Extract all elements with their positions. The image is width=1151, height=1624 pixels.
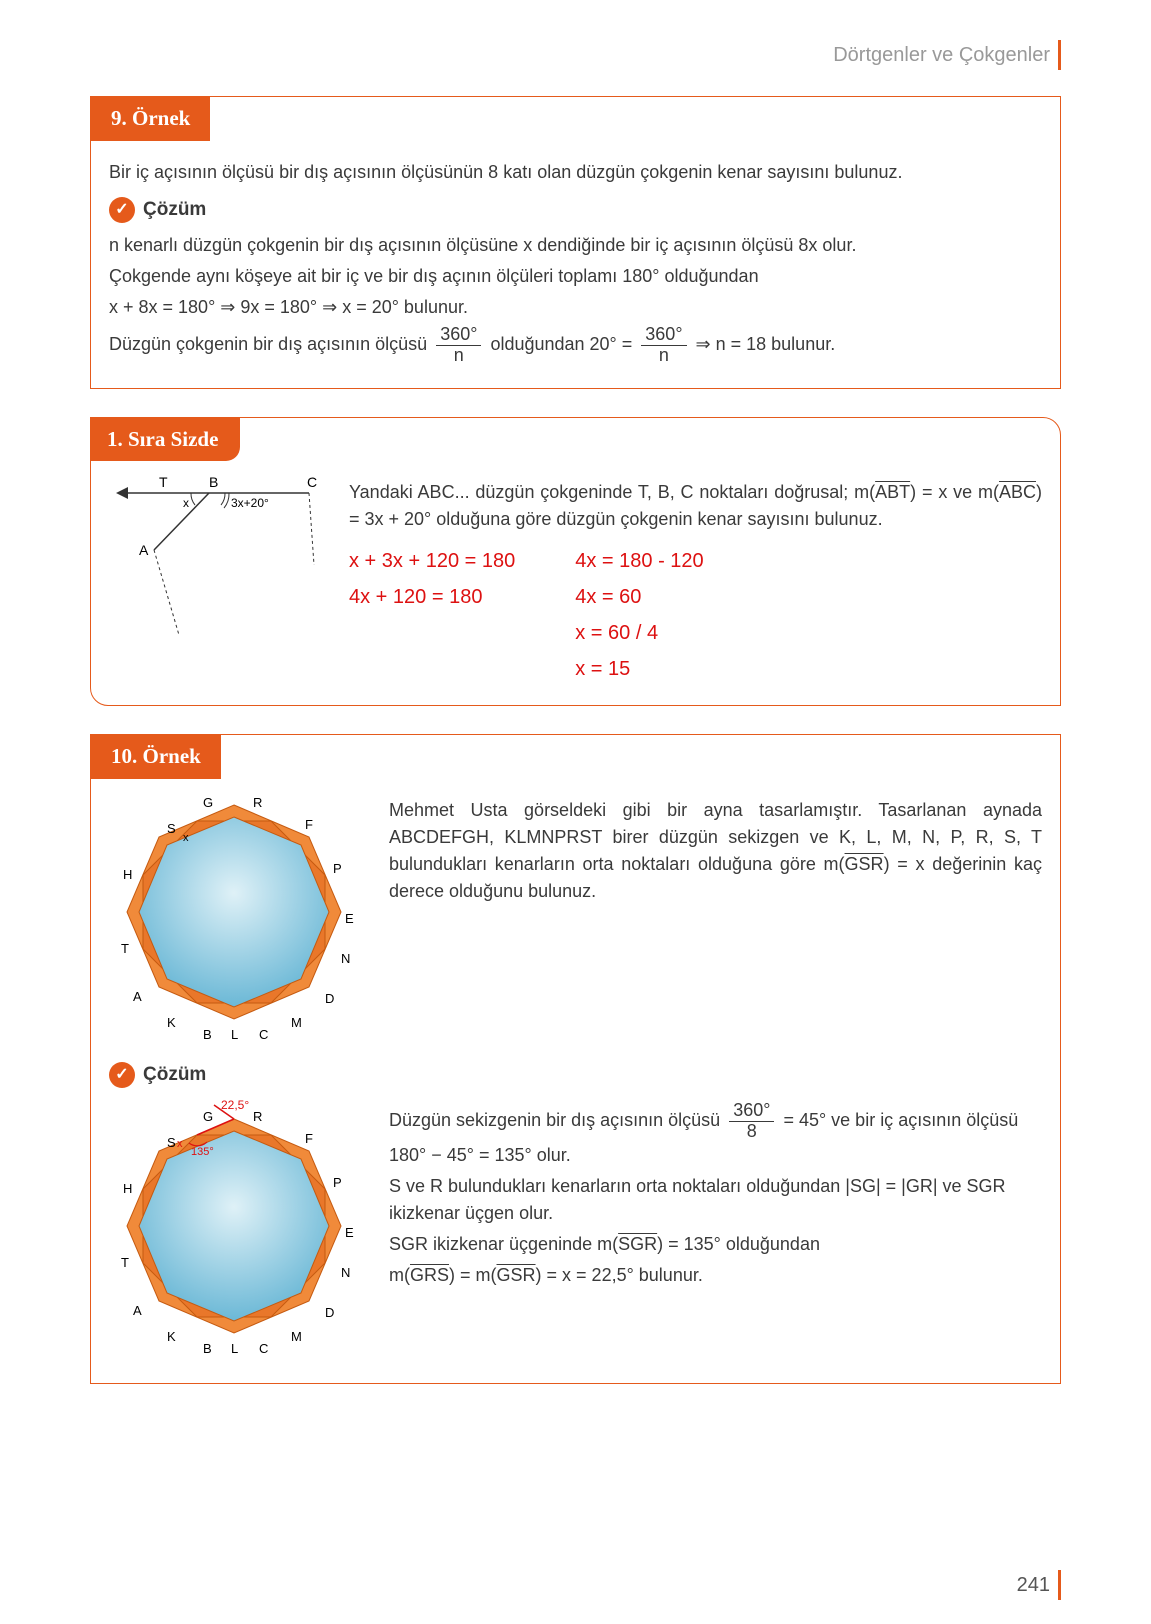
turn1-handwork: x + 3x + 120 = 180 4x + 120 = 180 4x = 1… bbox=[349, 543, 1042, 687]
svg-text:K: K bbox=[167, 1329, 176, 1344]
svg-text:B: B bbox=[203, 1341, 212, 1356]
svg-text:M: M bbox=[291, 1329, 302, 1344]
svg-text:E: E bbox=[345, 1225, 354, 1240]
svg-text:T: T bbox=[159, 475, 168, 490]
svg-text:P: P bbox=[333, 1175, 342, 1190]
example-9-tab: 9. Örnek bbox=[91, 97, 210, 141]
svg-text:B: B bbox=[209, 475, 218, 490]
svg-text:K: K bbox=[167, 1015, 176, 1030]
svg-text:R: R bbox=[253, 1109, 262, 1124]
solution-label: Çözüm bbox=[143, 1061, 206, 1090]
solution-header-10: ✓ Çözüm bbox=[109, 1061, 1042, 1090]
example-10-box: 10. Örnek bbox=[90, 734, 1061, 1384]
solution-label: Çözüm bbox=[143, 196, 206, 225]
check-icon: ✓ bbox=[109, 197, 135, 223]
ex9-s1: n kenarlı düzgün çokgenin bir dış açısın… bbox=[109, 232, 1042, 259]
solution-header: ✓ Çözüm bbox=[109, 196, 1042, 225]
svg-text:M: M bbox=[291, 1015, 302, 1030]
svg-text:G: G bbox=[203, 795, 213, 810]
svg-text:R: R bbox=[253, 795, 262, 810]
svg-text:D: D bbox=[325, 991, 334, 1006]
svg-text:P: P bbox=[333, 861, 342, 876]
svg-text:x: x bbox=[183, 496, 189, 510]
svg-text:A: A bbox=[139, 542, 149, 558]
svg-text:A: A bbox=[133, 1303, 142, 1318]
svg-text:S: S bbox=[167, 1135, 176, 1150]
svg-text:x: x bbox=[183, 832, 189, 844]
ex10-s4: m(GRS) = m(GSR) = x = 22,5° bulunur. bbox=[389, 1262, 1042, 1289]
svg-text:L: L bbox=[231, 1341, 238, 1356]
svg-text:H: H bbox=[123, 867, 132, 882]
example-10-tab: 10. Örnek bbox=[91, 735, 221, 779]
svg-text:T: T bbox=[121, 941, 129, 956]
ex9-question: Bir iç açısının ölçüsü bir dış açısının … bbox=[109, 159, 1042, 186]
ex9-s2: Çokgende aynı köşeye ait bir iç ve bir d… bbox=[109, 263, 1042, 290]
turn1-question: Yandaki ABC... düzgün çokgeninde T, B, C… bbox=[349, 479, 1042, 533]
svg-text:E: E bbox=[345, 911, 354, 926]
svg-text:22,5°: 22,5° bbox=[221, 1098, 249, 1112]
ex9-s3: x + 8x = 180° ⇒ 9x = 180° ⇒ x = 20° bulu… bbox=[109, 294, 1042, 321]
svg-text:N: N bbox=[341, 1265, 350, 1280]
svg-text:T: T bbox=[121, 1255, 129, 1270]
svg-text:C: C bbox=[259, 1027, 268, 1042]
page-number: 241 bbox=[1017, 1570, 1061, 1600]
svg-text:S: S bbox=[167, 821, 176, 836]
svg-text:F: F bbox=[305, 1131, 313, 1146]
check-icon: ✓ bbox=[109, 1062, 135, 1088]
svg-text:135°: 135° bbox=[191, 1146, 214, 1158]
your-turn-1-box: 1. Sıra Sizde T B C A x 3x+20° bbox=[90, 417, 1061, 707]
svg-text:C: C bbox=[259, 1341, 268, 1356]
svg-text:F: F bbox=[305, 817, 313, 832]
turn1-diagram: T B C A x 3x+20° bbox=[109, 475, 329, 687]
ex10-s3: SGR ikizkenar üçgeninde m(SGR) = 135° ol… bbox=[389, 1231, 1042, 1258]
chapter-title: Dörtgenler ve Çokgenler bbox=[90, 40, 1061, 70]
svg-text:C: C bbox=[307, 475, 317, 490]
svg-text:H: H bbox=[123, 1181, 132, 1196]
svg-text:x: x bbox=[177, 1138, 183, 1150]
svg-text:L: L bbox=[231, 1027, 238, 1042]
ex10-s1: Düzgün sekizgenin bir dış açısının ölçüs… bbox=[389, 1101, 1042, 1169]
svg-text:A: A bbox=[133, 989, 142, 1004]
svg-text:N: N bbox=[341, 951, 350, 966]
ex10-s2: S ve R bulundukları kenarların orta nokt… bbox=[389, 1173, 1042, 1227]
ex10-question: Mehmet Usta görseldeki gibi bir ayna tas… bbox=[389, 797, 1042, 905]
svg-text:G: G bbox=[203, 1109, 213, 1124]
your-turn-1-tab: 1. Sıra Sizde bbox=[91, 418, 240, 462]
svg-text:3x+20°: 3x+20° bbox=[231, 496, 269, 510]
ex10-diagram-1: G R F S P H E T N A D K M B L bbox=[109, 793, 369, 1051]
svg-text:D: D bbox=[325, 1305, 334, 1320]
ex9-s4: Düzgün çokgenin bir dış açısının ölçüsü … bbox=[109, 325, 1042, 366]
example-9-box: 9. Örnek Bir iç açısının ölçüsü bir dış … bbox=[90, 96, 1061, 389]
ex10-diagram-2: 22,5° 135° x G R F S P H E T N A D bbox=[109, 1097, 369, 1365]
svg-text:B: B bbox=[203, 1027, 212, 1042]
